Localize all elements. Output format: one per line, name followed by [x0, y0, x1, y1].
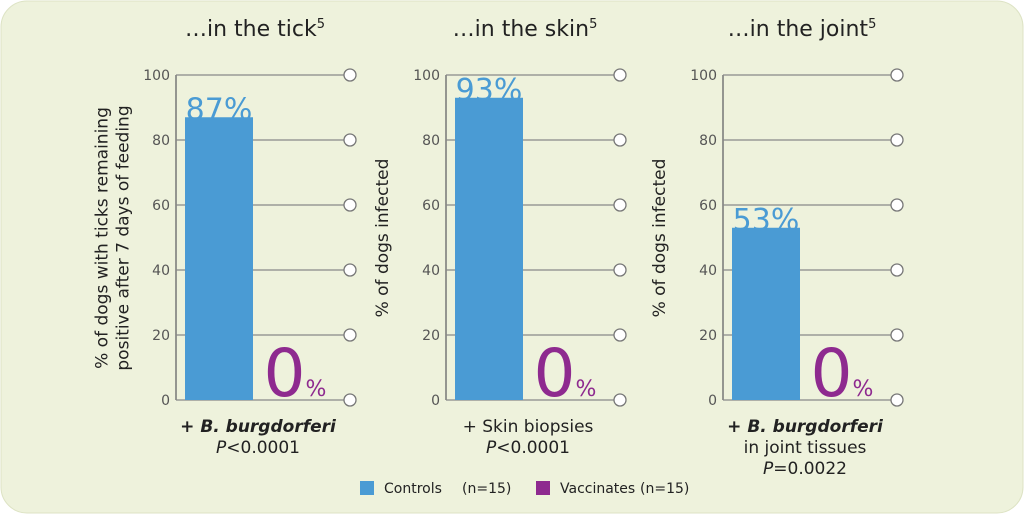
value-label: 93%: [456, 73, 523, 108]
y-tick-label: 60: [152, 198, 170, 214]
y-tick-label: 80: [422, 133, 440, 149]
grid-end-marker: [613, 263, 627, 277]
grid-end-marker: [343, 263, 357, 277]
y-tick-label: 60: [699, 198, 717, 214]
grid-end-marker: [890, 68, 904, 82]
grid-end-marker: [613, 68, 627, 82]
y-tick-label: 60: [422, 198, 440, 214]
y-tick-label: 100: [690, 68, 717, 84]
footnote: P=0.0022: [763, 459, 847, 479]
y-tick-label: 40: [422, 263, 440, 279]
y-tick-label: 0: [708, 393, 717, 409]
bar: [185, 117, 253, 400]
footnote: P<0.0001: [216, 438, 300, 458]
footnote: + B. burgdorferi: [727, 417, 884, 437]
y-tick-label: 40: [152, 263, 170, 279]
y-axis-label: % of dogs infected: [373, 159, 393, 318]
footnote: + B. burgdorferi: [180, 417, 337, 437]
grid-end-marker: [613, 133, 627, 147]
y-tick-label: 0: [431, 393, 440, 409]
grid-end-marker: [890, 263, 904, 277]
grid-end-marker: [890, 198, 904, 212]
grid-end-marker: [343, 68, 357, 82]
grid-end-marker: [890, 133, 904, 147]
value-label: 0%: [264, 335, 327, 412]
y-tick-label: 20: [422, 328, 440, 344]
legend-label: Vaccinates: [560, 481, 635, 497]
grid-end-marker: [613, 328, 627, 342]
grid-end-marker: [890, 393, 904, 407]
y-tick-label: 0: [161, 393, 170, 409]
footnote: in joint tissues: [744, 438, 867, 458]
grid-end-marker: [613, 198, 627, 212]
value-label: 53%: [733, 203, 800, 238]
y-axis-label: positive after 7 days of feeding: [114, 105, 134, 370]
footnote: P<0.0001: [486, 438, 570, 458]
value-label: 87%: [186, 92, 253, 127]
legend-label: Controls: [384, 481, 442, 497]
legend-swatch: [360, 481, 374, 495]
legend-sample-size: (n=15): [640, 481, 689, 497]
y-axis-label: % of dogs infected: [650, 159, 670, 318]
y-tick-label: 40: [699, 263, 717, 279]
legend-swatch: [536, 481, 550, 495]
grid-end-marker: [343, 393, 357, 407]
y-tick-label: 100: [413, 68, 440, 84]
value-label: 0%: [534, 335, 597, 412]
grid-end-marker: [343, 133, 357, 147]
value-label: 0%: [811, 335, 874, 412]
chart-title: …in the skin5: [453, 17, 598, 42]
bar: [732, 227, 800, 400]
grid-end-marker: [890, 328, 904, 342]
y-tick-label: 100: [143, 68, 170, 84]
grid-end-marker: [343, 198, 357, 212]
grid-end-marker: [613, 393, 627, 407]
chart-title: …in the joint5: [728, 17, 877, 42]
chart-title: …in the tick5: [185, 17, 325, 42]
y-axis-label: % of dogs with ticks remaining: [93, 107, 113, 369]
legend-sample-size: (n=15): [462, 481, 511, 497]
y-tick-label: 20: [699, 328, 717, 344]
y-tick-label: 80: [699, 133, 717, 149]
footnote: + Skin biopsies: [463, 417, 594, 437]
grid-end-marker: [343, 328, 357, 342]
y-tick-label: 20: [152, 328, 170, 344]
bar: [455, 97, 523, 400]
y-tick-label: 80: [152, 133, 170, 149]
